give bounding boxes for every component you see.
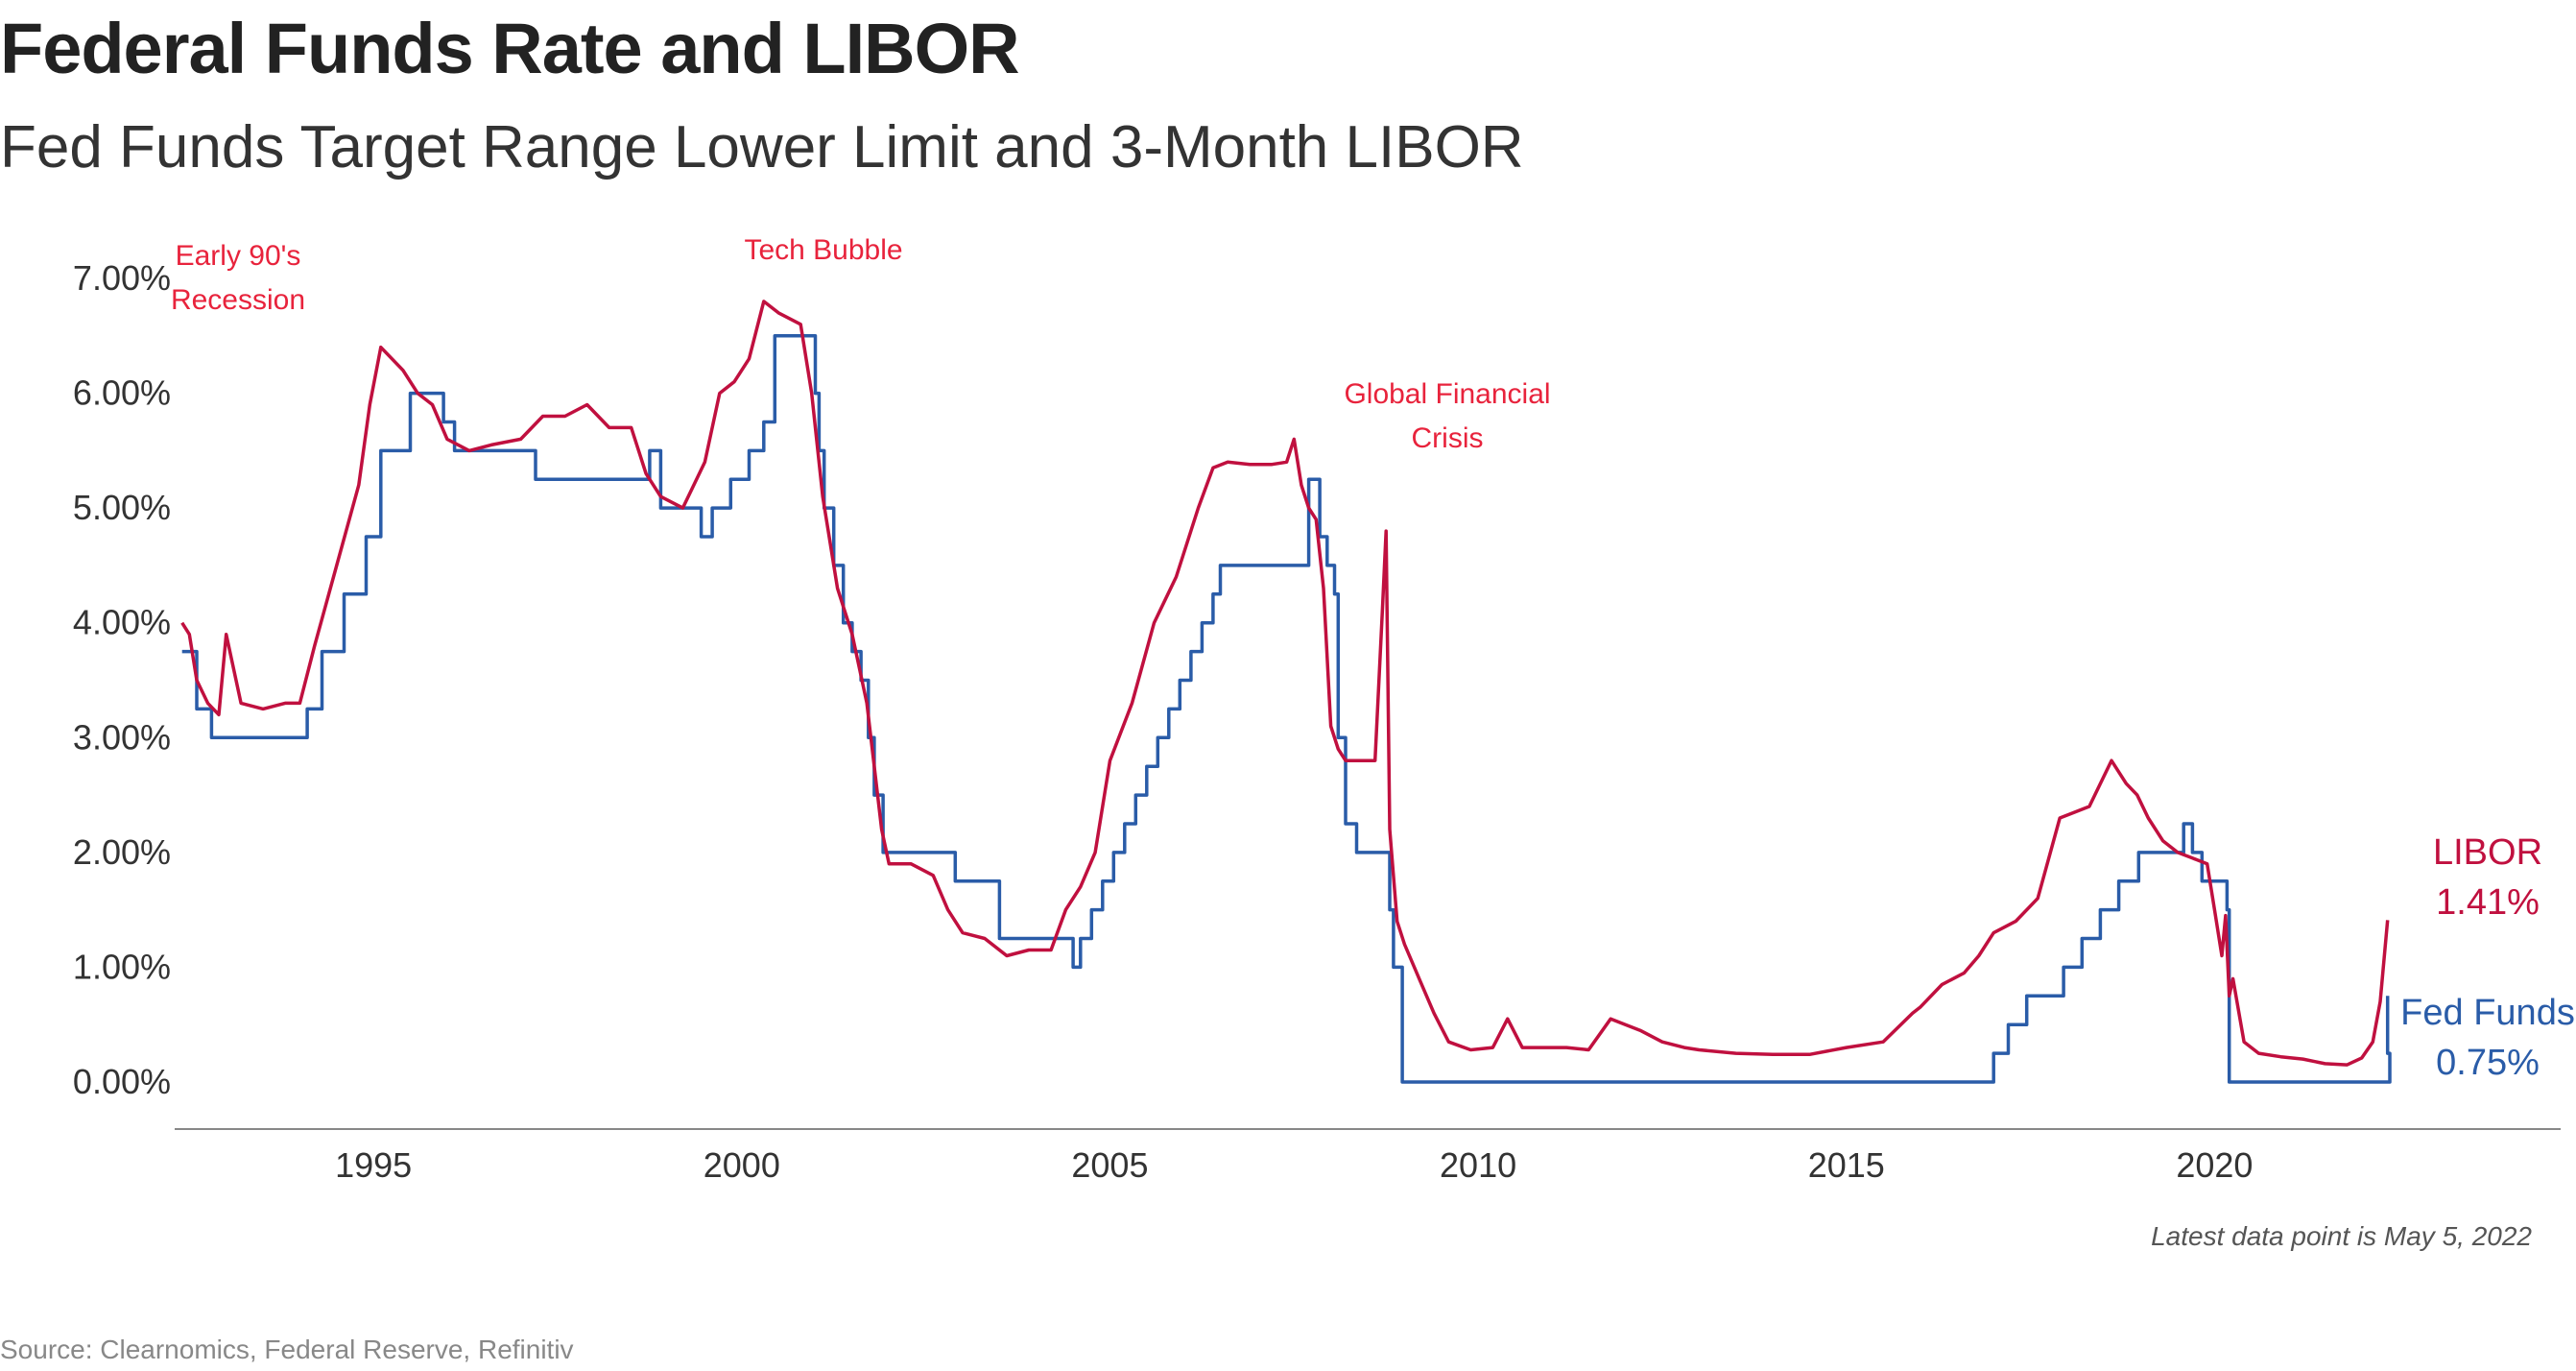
y-tick-label: 4.00% xyxy=(73,603,171,642)
annotation-label: Crisis xyxy=(1412,422,1484,454)
fed-funds-end-value: 0.75% xyxy=(2436,1043,2540,1083)
x-tick-label: 1995 xyxy=(335,1145,412,1185)
y-tick-label: 1.00% xyxy=(73,947,171,986)
x-tick-label: 2020 xyxy=(2176,1145,2253,1185)
x-tick-label: 2000 xyxy=(704,1145,780,1185)
y-tick-label: 2.00% xyxy=(73,832,171,872)
annotation-label: Recession xyxy=(171,284,305,316)
latest-data-note: Latest data point is May 5, 2022 xyxy=(2151,1221,2532,1251)
y-tick-label: 7.00% xyxy=(73,258,171,298)
libor-end-value: 1.41% xyxy=(2436,882,2540,923)
annotation-label: Global Financial xyxy=(1344,378,1550,410)
libor-series-line xyxy=(180,300,2390,1067)
y-tick-label: 5.00% xyxy=(73,488,171,527)
x-tick-label: 2015 xyxy=(1808,1145,1885,1185)
x-tick-label: 2010 xyxy=(1440,1145,1516,1185)
annotation-label: Early 90's xyxy=(176,240,301,272)
x-tick-label: 2005 xyxy=(1071,1145,1148,1185)
y-tick-label: 3.00% xyxy=(73,717,171,757)
libor-series-name: LIBOR xyxy=(2433,832,2542,873)
fed-funds-series-name: Fed Funds xyxy=(2400,993,2575,1033)
y-tick-label: 6.00% xyxy=(73,373,171,413)
page-title: Federal Funds Rate and LIBOR xyxy=(0,9,1020,88)
page-subtitle: Fed Funds Target Range Lower Limit and 3… xyxy=(0,114,1524,180)
fed-funds-series-line xyxy=(181,334,2392,1084)
y-tick-label: 0.00% xyxy=(73,1062,171,1101)
source-note: Source: Clearnomics, Federal Reserve, Re… xyxy=(0,1335,574,1364)
annotation-label: Tech Bubble xyxy=(744,234,902,266)
